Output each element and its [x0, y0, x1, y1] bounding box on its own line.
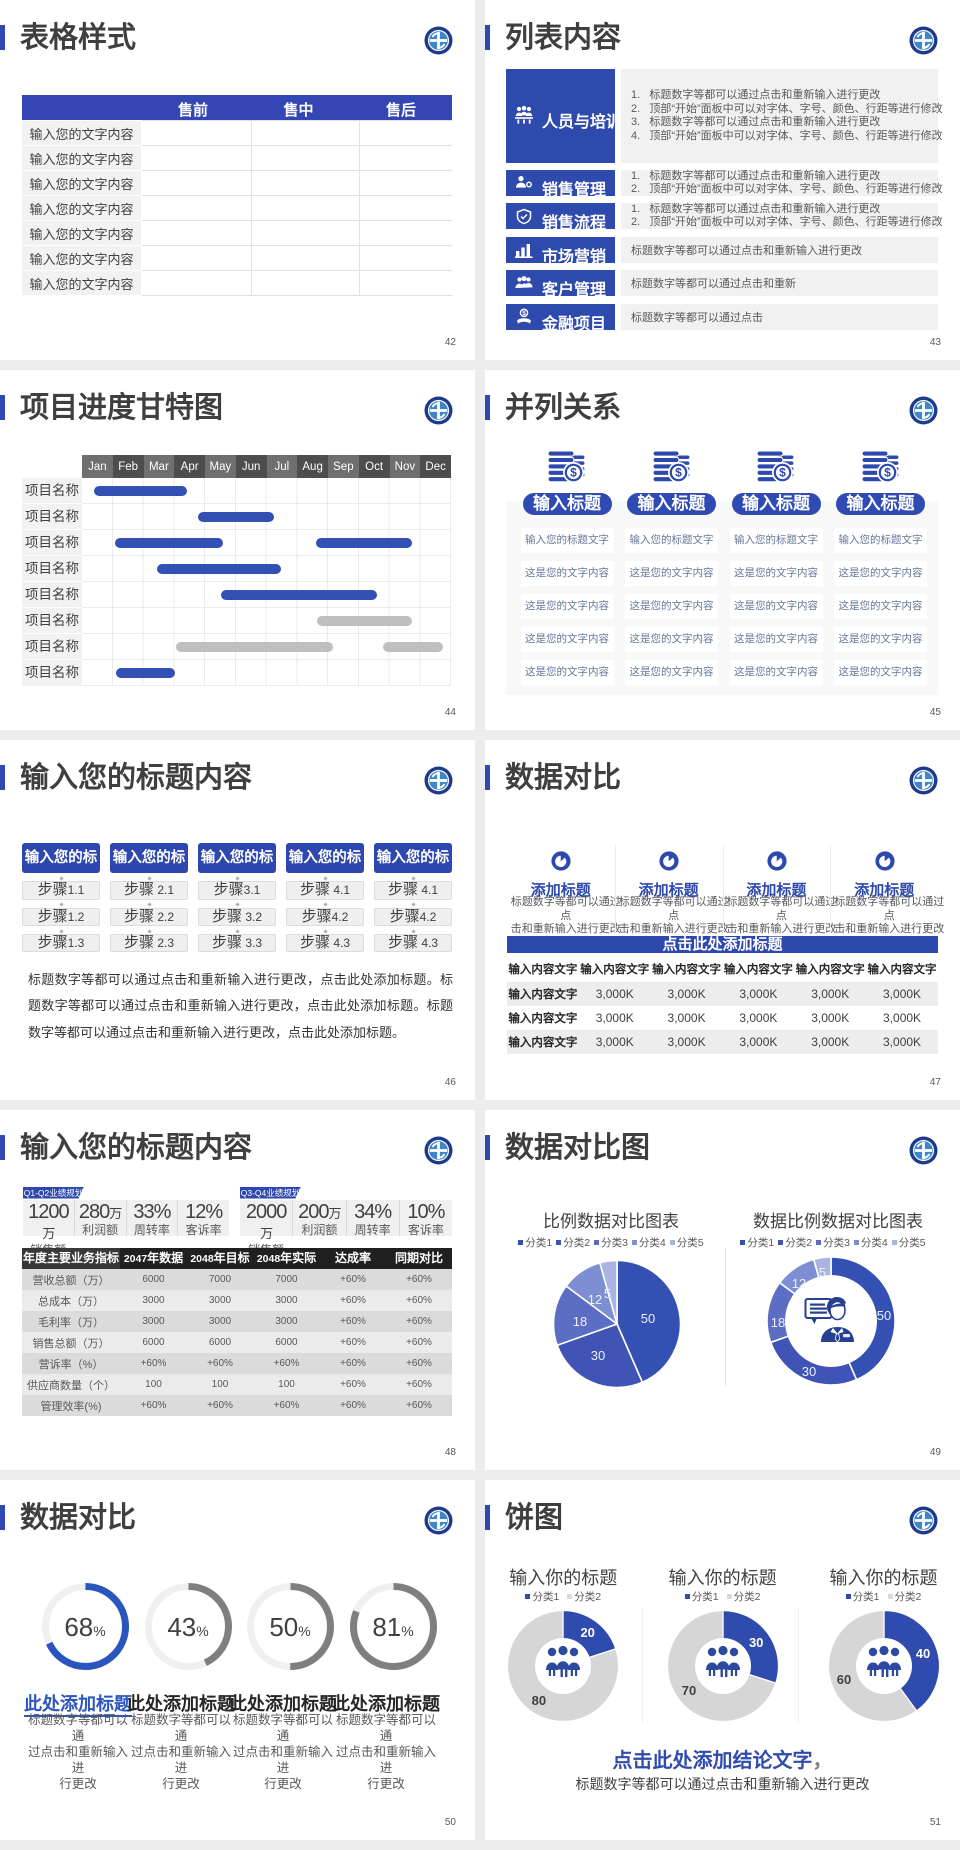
- svg-text:$: $: [779, 466, 786, 480]
- svg-text:$: $: [884, 466, 891, 480]
- svg-text:$: $: [675, 466, 682, 480]
- svg-text:$: $: [570, 466, 577, 480]
- svg-text:$: $: [522, 310, 526, 317]
